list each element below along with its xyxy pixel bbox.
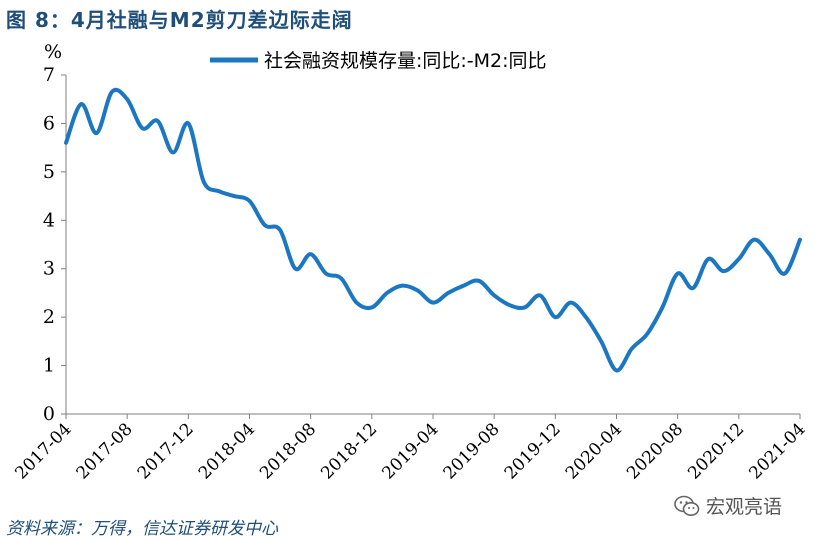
x-tick-label: 2020-12 [684, 419, 748, 483]
x-tick-label: 2017-08 [73, 419, 137, 483]
x-tick-label: 2020-08 [623, 419, 687, 483]
x-tick-label: 2018-04 [195, 419, 259, 483]
y-tick-labels: 0 1 2 3 4 5 6 7 [43, 64, 66, 425]
y-axis: 0 1 2 3 4 5 6 7 % [43, 41, 67, 425]
y-tick-label: 5 [43, 161, 55, 183]
series-line [64, 87, 802, 373]
x-axis: 2017-042017-082017-122018-042018-082018-… [11, 413, 810, 483]
y-axis-unit: % [44, 41, 62, 63]
x-tick-label: 2019-08 [440, 419, 504, 483]
x-tick-label: 2019-04 [378, 419, 442, 483]
y-tick-label: 1 [43, 355, 55, 377]
source-note: 资料来源：万得，信达证券研发中心 [6, 519, 278, 539]
y-tick-label: 6 [43, 112, 55, 134]
y-tick-label: 0 [43, 403, 55, 425]
y-tick-label: 2 [43, 306, 55, 328]
x-tick-label: 2020-04 [562, 419, 626, 483]
y-tick-label: 7 [43, 64, 55, 86]
wechat-icon [674, 495, 700, 516]
y-tick-label: 3 [43, 258, 55, 280]
figure-title: 图 8：4月社融与M2剪刀差边际走阔 [6, 8, 353, 32]
legend: 社会融资规模存量:同比:-M2:同比 [210, 50, 547, 72]
x-tick-label: 2019-12 [501, 419, 565, 483]
x-tick-label: 2018-12 [317, 419, 381, 483]
legend-label: 社会融资规模存量:同比:-M2:同比 [264, 50, 547, 72]
watermark-text: 宏观亮语 [706, 496, 783, 518]
watermark: 宏观亮语 [674, 492, 782, 519]
x-tick-label: 2017-12 [134, 419, 198, 483]
x-tick-label: 2017-04 [11, 419, 75, 483]
x-tick-label: 2021-04 [745, 419, 809, 483]
x-tick-labels: 2017-042017-082017-122018-042018-082018-… [11, 414, 810, 483]
y-tick-label: 4 [43, 209, 55, 231]
x-tick-label: 2018-08 [256, 419, 320, 483]
